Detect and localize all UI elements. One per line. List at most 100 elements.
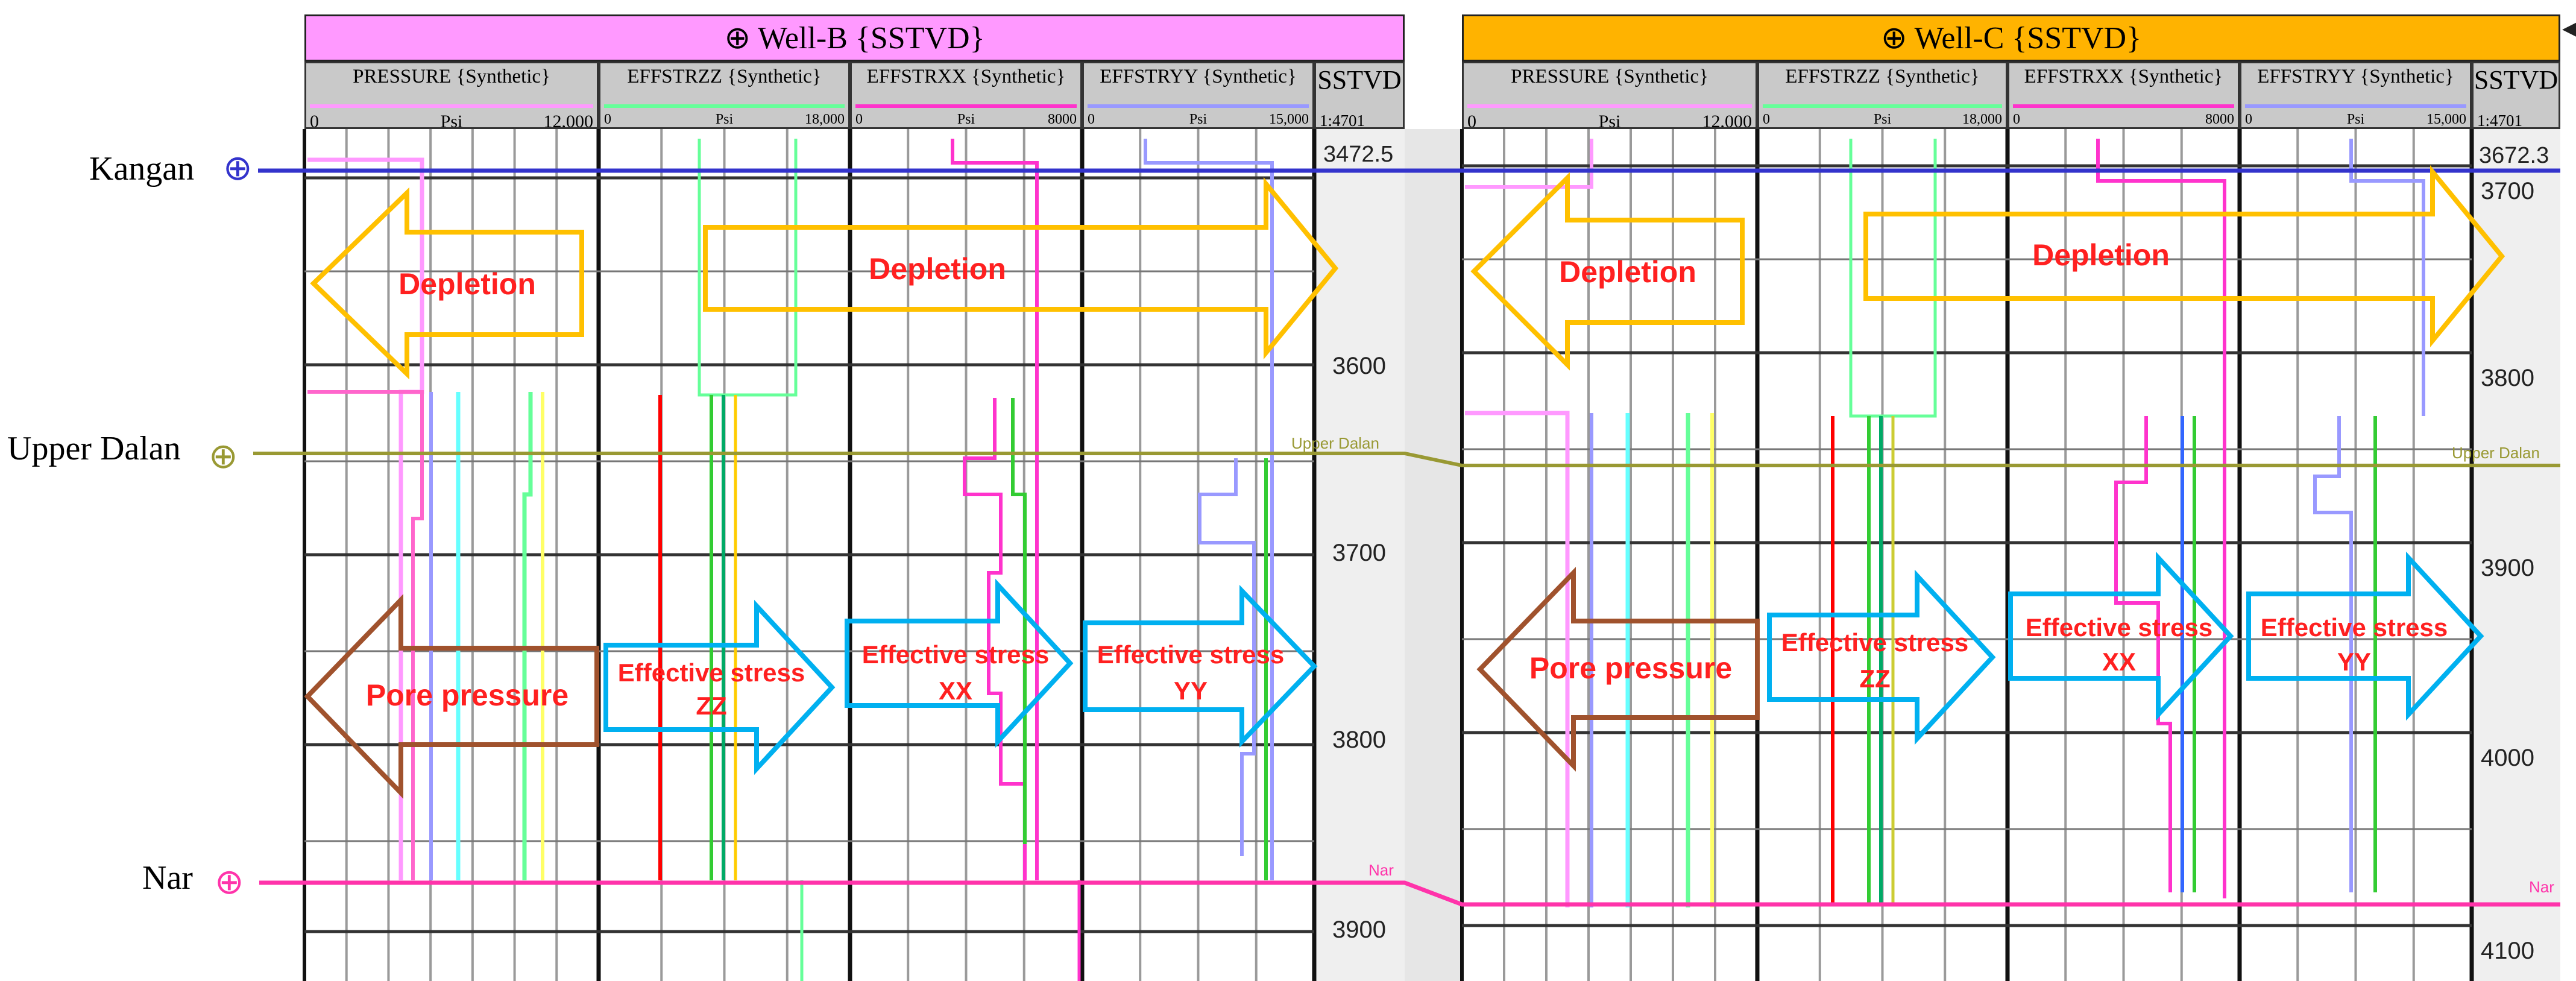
curve-color-swatch — [310, 104, 593, 108]
scale-min: 0 — [1088, 112, 1095, 127]
depletion-label: Depletion — [869, 252, 1006, 286]
well-marker-icon: ⊕ — [724, 21, 751, 55]
track-header-effstrzz[interactable]: EFFSTRZZ {Synthetic} 0 Psi 18,000 — [1757, 62, 2008, 129]
effective-stress-xx-arrow — [845, 578, 1074, 748]
track-name: EFFSTRZZ {Synthetic} — [1785, 66, 1980, 87]
curve-color-swatch — [1467, 104, 1752, 108]
scale-min: 0 — [1467, 112, 1476, 129]
effective-stress-yy-arrow — [1083, 585, 1318, 748]
well-c-panel — [1462, 129, 2560, 981]
scale-unit: Psi — [715, 112, 734, 127]
track-name: EFFSTRYY {Synthetic} — [2257, 66, 2454, 87]
track-header-effstryy[interactable]: EFFSTRYY {Synthetic} 0 Psi 15,000 — [2240, 62, 2472, 129]
depth-tick-label: 3900 — [1332, 916, 1386, 943]
track-header-effstrxx[interactable]: EFFSTRXX {Synthetic} 0 8000 — [2008, 62, 2240, 129]
log-curve — [2096, 139, 2226, 898]
track-header-pressure[interactable]: PRESSURE {Synthetic} 0 Psi 12,000 — [1462, 62, 1757, 129]
collapse-arrow-icon[interactable]: ◀ — [2562, 19, 2576, 39]
depth-tick-label: Nar — [1368, 861, 1394, 879]
track-header-pressure[interactable]: PRESSURE {Synthetic} 0 Psi 12,000 — [304, 62, 599, 129]
scale-min: 0 — [855, 112, 863, 127]
scale-unit: Psi — [1189, 112, 1208, 127]
effective-stress-zz-label: ZZ — [696, 692, 726, 720]
effective-stress-xx-label: Effective stress — [862, 640, 1050, 669]
scale-max: 18,000 — [1962, 112, 2002, 127]
depletion-label: Depletion — [398, 267, 536, 301]
depletion-arrow — [1470, 172, 1745, 371]
scale-min: 0 — [1763, 112, 1770, 127]
effective-stress-yy-label: Effective stress — [1097, 640, 1285, 669]
scale-max: 12,000 — [543, 112, 594, 129]
effective-stress-zz-label: Effective stress — [618, 658, 805, 687]
effective-stress-yy-label: YY — [1174, 677, 1208, 705]
well-b-title-bar[interactable]: ⊕ Well-B {SSTVD} — [304, 14, 1405, 62]
scale-unit: Psi — [1598, 112, 1621, 129]
scale-min: 0 — [2013, 112, 2020, 127]
horizon-label-nar[interactable]: Nar — [142, 859, 193, 897]
scale-max: 8000 — [1048, 112, 1077, 127]
log-curve — [1198, 458, 1256, 856]
nar-marker-icon: ⊕ — [215, 862, 244, 901]
curve-color-swatch — [1763, 104, 2002, 108]
effective-stress-zz-label: Effective stress — [1781, 628, 1969, 657]
log-curve — [1465, 411, 1570, 907]
depth-tick-label: Upper Dalan — [1291, 434, 1379, 452]
scale-max: 15,000 — [2426, 112, 2466, 127]
well-c-title-bar[interactable]: ⊕ Well-C {SSTVD} — [1462, 14, 2560, 62]
track-name: PRESSURE {Synthetic} — [353, 66, 550, 87]
depth-tick-label: 3800 — [1332, 727, 1386, 753]
effective-stress-xx-arrow — [2008, 551, 2234, 721]
scale-min: 0 — [2245, 112, 2252, 127]
depletion-label: Depletion — [1559, 255, 1696, 289]
effective-stress-zz-arrow — [603, 599, 836, 775]
depth-track-name: SSTVD — [2474, 65, 2559, 95]
curve-color-swatch — [855, 104, 1077, 108]
track-name: EFFSTRYY {Synthetic} — [1100, 66, 1297, 87]
horizon-label-upper-dalan[interactable]: Upper Dalan — [7, 430, 181, 467]
horizon-label-kangan[interactable]: Kangan — [89, 150, 195, 188]
curve-color-swatch — [1088, 104, 1309, 108]
depth-tick-label: 3700 — [1332, 540, 1386, 566]
depth-tick-label: 4100 — [2481, 938, 2534, 964]
track-name: EFFSTRXX {Synthetic} — [866, 66, 1066, 87]
depletion-arrow — [703, 177, 1339, 360]
well-b-title: Well-B {SSTVD} — [758, 21, 985, 55]
depletion-label: Depletion — [2032, 238, 2170, 272]
depth-tick-label: 3600 — [1332, 353, 1386, 379]
gap-panel — [1405, 129, 1462, 981]
well-marker-icon: ⊕ — [1880, 21, 1907, 55]
curve-color-swatch — [2245, 104, 2466, 108]
track-header-effstrzz[interactable]: EFFSTRZZ {Synthetic} 0 Psi 18,000 — [599, 62, 850, 129]
depth-tick-label: 3672.3 — [2479, 143, 2549, 168]
scale-max: 18,000 — [805, 112, 845, 127]
track-name: PRESSURE {Synthetic} — [1511, 66, 1708, 87]
track-header-effstrxx[interactable]: EFFSTRXX {Synthetic} 0 Psi 8000 — [850, 62, 1082, 129]
scale-unit: Psi — [2346, 112, 2365, 127]
depth-scale: 1:4701 — [1320, 112, 1365, 130]
depth-tick-label: 4000 — [2481, 745, 2534, 771]
log-curve — [698, 139, 798, 397]
depth-tick-label: 3700 — [2481, 178, 2534, 204]
log-curves — [307, 139, 2425, 981]
depth-track-b — [1314, 129, 1405, 981]
depth-track-name: SSTVD — [1317, 65, 1402, 95]
depth-tick-label: 3800 — [2481, 365, 2534, 391]
depth-track-c — [2472, 129, 2560, 981]
horizon-lines — [253, 168, 2560, 907]
curve-color-swatch — [604, 104, 845, 108]
scale-max: 8000 — [2205, 112, 2234, 127]
track-header-effstryy[interactable]: EFFSTRYY {Synthetic} 0 Psi 15,000 — [1082, 62, 1314, 129]
depth-tick-label: 3472.5 — [1323, 142, 1393, 167]
effective-stress-yy-label: Effective stress — [2261, 613, 2448, 642]
depth-labels: 3472.5 3600 3700 3800 3900 3672.3 3700 3800 3900… — [1291, 142, 2554, 964]
depth-track-header[interactable]: SSTVD 1:4701 — [1314, 62, 1405, 130]
pore-pressure-label: Pore pressure — [366, 678, 568, 712]
curve-color-swatch — [2013, 104, 2234, 108]
track-name: EFFSTRZZ {Synthetic} — [627, 66, 822, 87]
depth-scale: 1:4701 — [2477, 112, 2523, 130]
nar-horizon — [259, 880, 2560, 907]
scale-unit: Psi — [1873, 112, 1892, 127]
depth-track-header[interactable]: SSTVD 1:4701 — [2472, 62, 2560, 130]
